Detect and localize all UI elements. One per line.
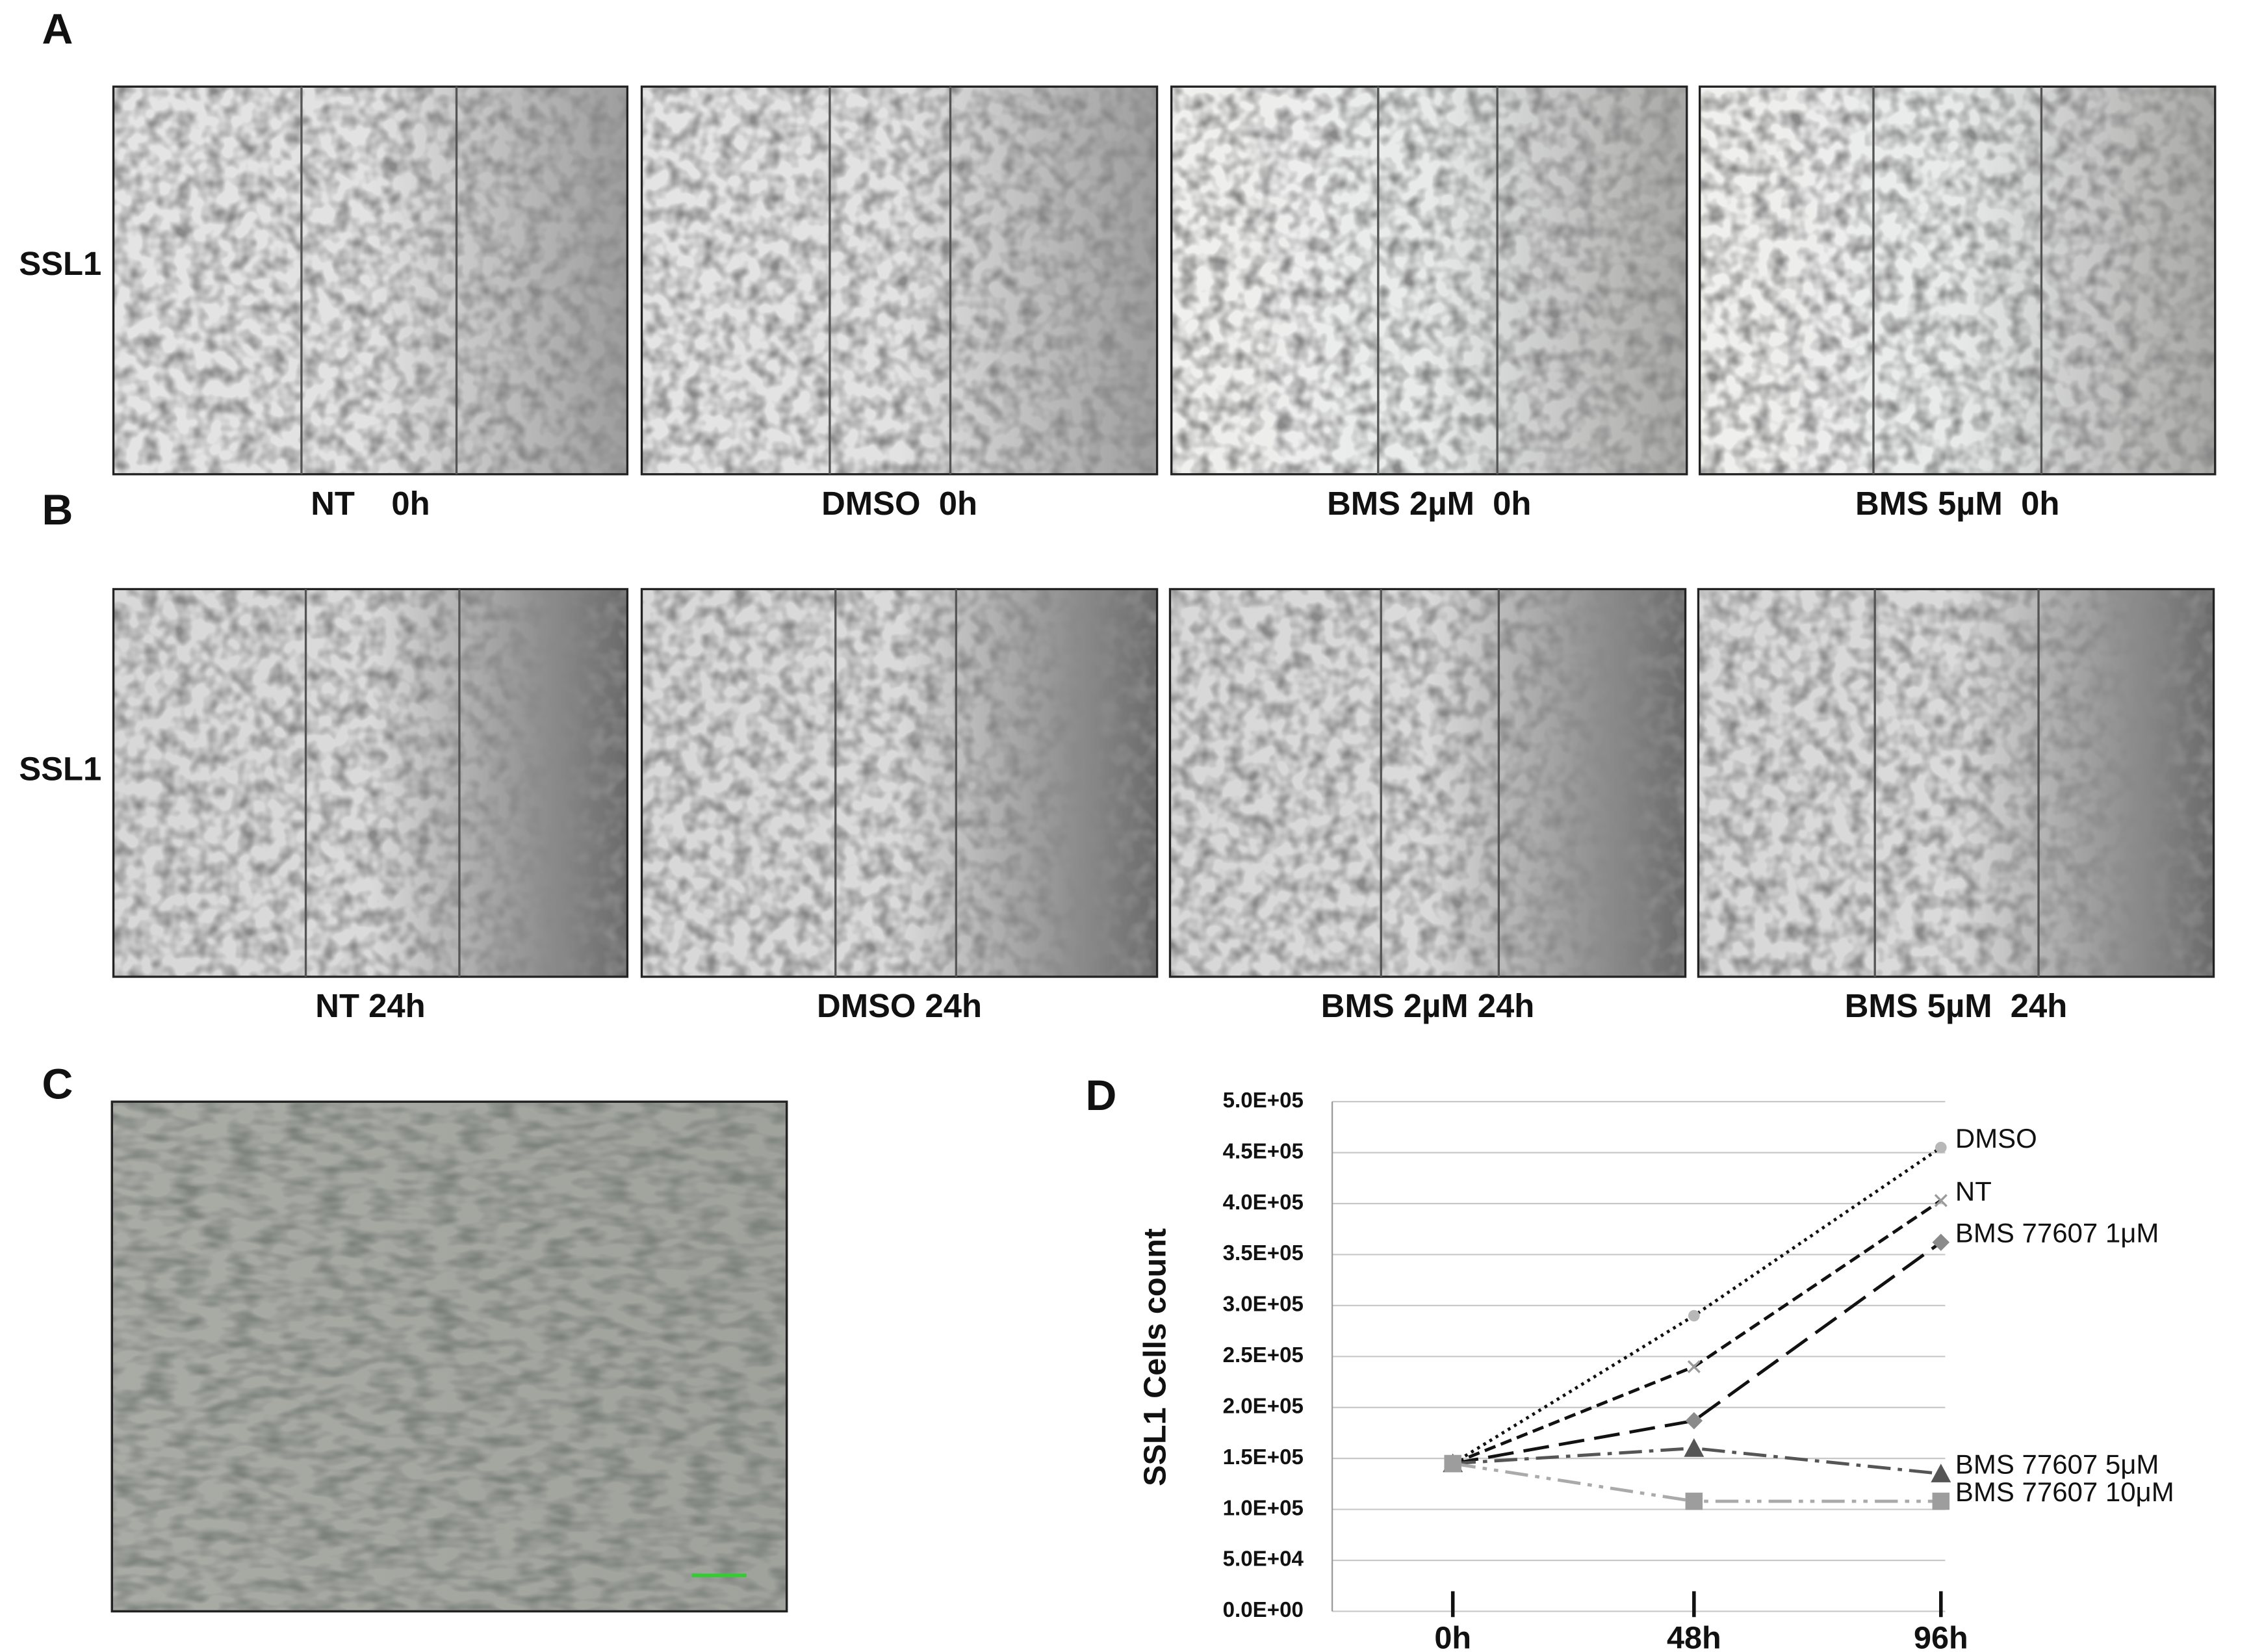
- image-texture: [1698, 589, 2214, 977]
- image-frame: [640, 587, 1159, 978]
- row-label: SSL1: [19, 750, 101, 787]
- panel-label: D: [1086, 1072, 1117, 1120]
- image-frame: [1699, 85, 2217, 476]
- marker: [1687, 1360, 1701, 1373]
- legend-label: BMS 77607 1μM: [1955, 1218, 2159, 1248]
- image-frame: [640, 85, 1159, 476]
- y-axis-title: SSL1 Cells count: [1137, 1228, 1172, 1486]
- y-tick-label: 3.5E+05: [1223, 1241, 1304, 1265]
- series-line: [1452, 1241, 1942, 1465]
- caption: DMSO 24h: [817, 987, 982, 1024]
- marker: [1688, 1310, 1700, 1322]
- legend-label: BMS 77607 10μM: [1955, 1477, 2174, 1507]
- panel-label: B: [42, 486, 73, 534]
- image-frame: [1168, 587, 1687, 978]
- image-frame: [112, 587, 629, 978]
- image-frame: [1170, 85, 1688, 476]
- marker: [1932, 1233, 1950, 1251]
- panel-label: C: [42, 1061, 73, 1109]
- micrograph: [1168, 587, 1687, 978]
- caption: BMS 5µM 0h: [1855, 485, 2059, 522]
- micrograph: [110, 1100, 788, 1613]
- image-texture: [1171, 86, 1687, 474]
- marker: [1444, 1454, 1461, 1473]
- marker: [1684, 1438, 1704, 1457]
- caption: NT 24h: [315, 987, 425, 1024]
- marker: [1931, 1464, 1951, 1482]
- legend-label: NT: [1955, 1176, 1992, 1206]
- y-tick-label: 0.0E+00: [1223, 1598, 1304, 1622]
- marker: [1935, 1141, 1947, 1154]
- marker: [1685, 1492, 1703, 1510]
- row-label: SSL1: [19, 245, 101, 282]
- caption: NT 0h: [311, 485, 430, 522]
- x-tick-label: 48h: [1667, 1620, 1721, 1652]
- y-tick-label: 5.0E+04: [1223, 1547, 1304, 1571]
- y-tick-label: 3.0E+05: [1223, 1293, 1304, 1317]
- micrograph: [640, 587, 1159, 978]
- image-texture: [113, 589, 628, 977]
- y-tick-label: 1.0E+05: [1223, 1496, 1304, 1520]
- image-texture: [641, 589, 1157, 977]
- image-frame: [112, 85, 629, 476]
- micrograph: [112, 587, 629, 978]
- caption: DMSO 0h: [821, 485, 977, 522]
- micrograph: [640, 85, 1159, 476]
- image-texture: [113, 86, 628, 474]
- x-tick-label: 96h: [1914, 1620, 1968, 1652]
- series-line: [1452, 1146, 1942, 1465]
- y-tick-label: 2.5E+05: [1223, 1343, 1304, 1367]
- marker: [1934, 1194, 1948, 1207]
- x-tick-label: 0h: [1434, 1620, 1471, 1652]
- image-texture: [641, 86, 1157, 474]
- micrograph: [1170, 85, 1688, 476]
- marker: [1932, 1492, 1950, 1510]
- image-texture: [1170, 589, 1686, 977]
- y-tick-label: 2.0E+05: [1223, 1394, 1304, 1418]
- y-tick-label: 4.5E+05: [1223, 1139, 1304, 1163]
- legend-label: BMS 77607 5μM: [1955, 1449, 2159, 1480]
- micrograph: [112, 85, 629, 476]
- micrograph: [1697, 587, 2215, 978]
- caption: BMS 2µM 0h: [1327, 485, 1531, 522]
- y-tick-label: 4.0E+05: [1223, 1191, 1304, 1215]
- image-frame: [1697, 587, 2215, 978]
- panel-label: A: [42, 5, 73, 53]
- caption: BMS 5µM 24h: [1845, 987, 2068, 1024]
- caption: BMS 2µM 24h: [1321, 987, 1534, 1024]
- y-tick-label: 5.0E+05: [1223, 1089, 1304, 1113]
- legend-label: DMSO: [1955, 1123, 2037, 1154]
- y-tick-label: 1.5E+05: [1223, 1445, 1304, 1469]
- image-texture: [1699, 86, 2215, 474]
- micrograph: [1699, 85, 2217, 476]
